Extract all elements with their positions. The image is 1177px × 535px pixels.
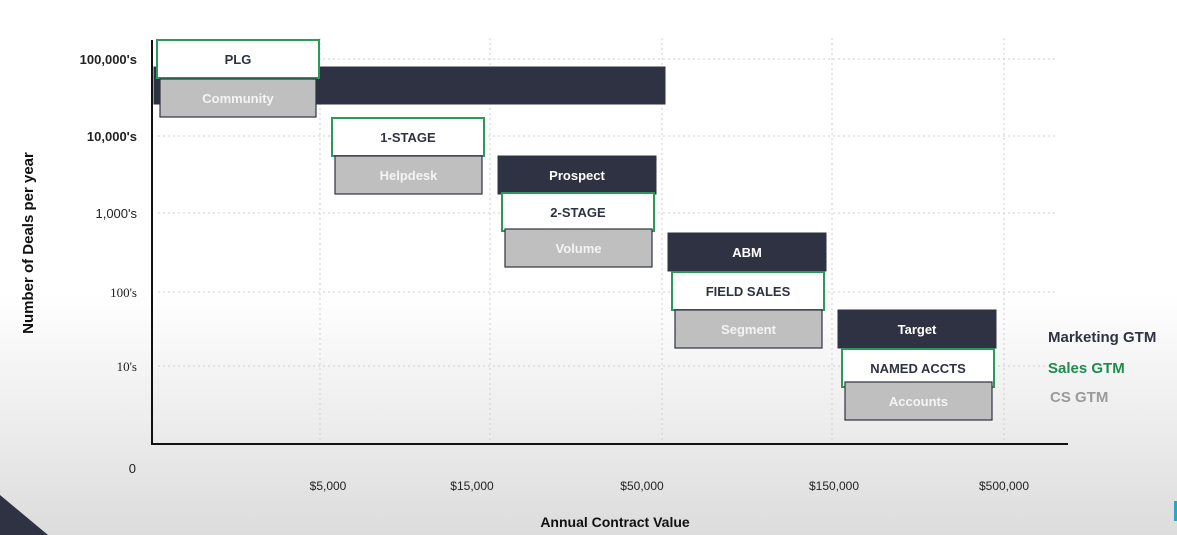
y-tick-label: 10's xyxy=(117,359,137,374)
bar-helpdesk xyxy=(334,155,483,195)
bar-label-2-stage: 2-STAGE xyxy=(550,205,606,220)
bar-plg xyxy=(156,39,320,79)
bar-segment xyxy=(674,309,823,349)
bar-abm xyxy=(667,232,827,272)
legend-item: Sales GTM xyxy=(1048,360,1125,377)
bar-label-helpdesk: Helpdesk xyxy=(380,168,439,183)
bar-label-prospect: Prospect xyxy=(549,168,605,183)
bar-named-accts xyxy=(841,348,995,388)
bar-target xyxy=(837,309,997,349)
bar-label-accounts: Accounts xyxy=(889,394,948,409)
x-axis-title: Annual Contract Value xyxy=(540,514,690,530)
corner-decoration xyxy=(0,495,48,535)
x-tick-label: $500,000 xyxy=(979,479,1029,493)
bar-2-stage xyxy=(501,192,655,232)
legend-item: CS GTM xyxy=(1050,389,1108,406)
bar-label-volume: Volume xyxy=(556,241,602,256)
y-tick-label: 10,000's xyxy=(87,129,137,144)
bar-volume xyxy=(504,228,653,268)
bar-label-1-stage: 1-STAGE xyxy=(380,130,436,145)
y-axis-title: Number of Deals per year xyxy=(20,152,37,334)
bar-prospect xyxy=(497,155,657,195)
bar-accounts xyxy=(844,381,993,421)
bar-label-plg: PLG xyxy=(225,52,252,67)
bar-label-named-accts: NAMED ACCTS xyxy=(870,361,966,376)
x-tick-label: $50,000 xyxy=(620,479,664,493)
x-tick-label: $5,000 xyxy=(310,479,347,493)
bar-label-field-sales: FIELD SALES xyxy=(706,284,791,299)
y-tick-label: 1,000's xyxy=(95,206,137,221)
origin-label: 0 xyxy=(129,461,136,476)
y-tick-label: 100's xyxy=(110,285,137,300)
bar-1-stage xyxy=(331,117,485,157)
legend-item: Marketing GTM xyxy=(1048,329,1156,346)
bar-community xyxy=(159,78,317,118)
bar-label-community: Community xyxy=(202,91,274,106)
bar-label-segment: Segment xyxy=(721,322,777,337)
bar-label-target: Target xyxy=(898,322,937,337)
x-tick-label: $150,000 xyxy=(809,479,859,493)
bar-label-abm: ABM xyxy=(732,245,762,260)
corner-mark xyxy=(1174,501,1177,521)
x-tick-label: $15,000 xyxy=(450,479,494,493)
y-tick-label: 100,000's xyxy=(80,52,137,67)
